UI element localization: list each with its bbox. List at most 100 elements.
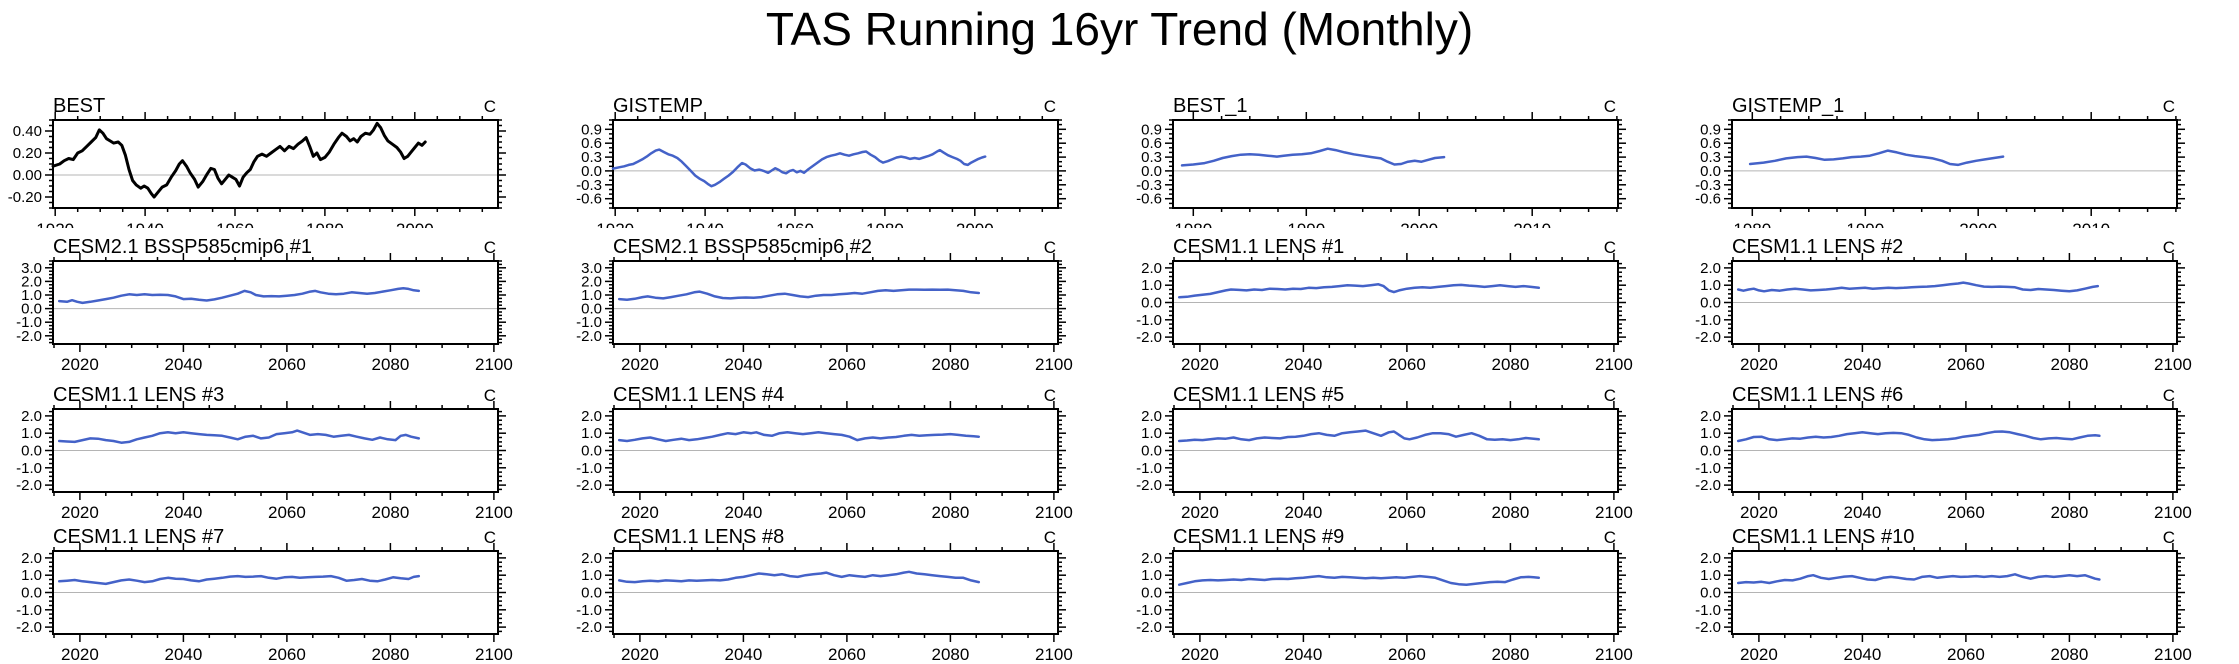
y-tick-label: -1.0 xyxy=(1136,460,1162,477)
y-tick-label: 2.0 xyxy=(1700,550,1721,567)
panel-title: CESM1.1 LENS #10 xyxy=(1732,526,1914,548)
y-tick-label: 1.0 xyxy=(21,425,42,442)
unit-label: C xyxy=(1603,238,1615,257)
y-tick-label: 2.0 xyxy=(1700,408,1721,425)
axis-frame xyxy=(1731,119,2179,209)
x-tick-label: 2020 xyxy=(1740,355,1778,374)
y-tick-label: 0.0 xyxy=(21,443,42,460)
x-tick-label: 2100 xyxy=(475,503,513,520)
panel-title: CESM2.1 BSSP585cmip6 #1 xyxy=(53,236,312,258)
data-line-cesm1-1-lens-4 xyxy=(617,431,980,443)
axis-frame xyxy=(52,119,499,209)
x-tick-label: 1980 xyxy=(1174,220,1212,228)
y-tick-label: -0.3 xyxy=(1136,177,1162,194)
y-tick-label: 0.9 xyxy=(1700,121,1721,138)
x-tick-label: 2020 xyxy=(621,355,659,374)
y-tick-label: 1.0 xyxy=(21,567,42,584)
x-tick-label: 2100 xyxy=(1035,355,1073,374)
unit-label: C xyxy=(484,528,496,547)
x-tick-label: 2080 xyxy=(2051,503,2089,520)
y-tick-label: -2.0 xyxy=(576,619,602,636)
chart-panel-cesm1-1-lens-3: CESM1.1 LENS #3 C 2020 2040 2060 2080 2100 2.01… xyxy=(16,384,513,520)
chart-panel-cesm1-1-lens-7: CESM1.1 LENS #7 C 2020 2040 2060 2080 2100 2.01… xyxy=(16,526,513,664)
y-tick-label: -1.0 xyxy=(16,602,42,619)
x-tick-label: 2080 xyxy=(2051,355,2089,374)
x-tick-label: 2040 xyxy=(724,355,762,374)
y-tick-label: 1.0 xyxy=(1141,277,1162,294)
y-tick-label: 0.3 xyxy=(1141,149,1162,166)
x-tick-label: 1980 xyxy=(866,220,904,228)
panel-title: BEST_1 xyxy=(1173,95,1247,117)
x-tick-label: 2020 xyxy=(61,355,99,374)
y-tick-label: 0.0 xyxy=(581,443,602,460)
y-tick-label: 0.0 xyxy=(581,585,602,602)
axis-frame xyxy=(1171,119,1619,209)
data-line-cesm1-1-lens-3 xyxy=(57,429,421,444)
panel-title: CESM1.1 LENS #9 xyxy=(1173,526,1344,548)
y-tick-label: 0.0 xyxy=(1141,585,1162,602)
x-tick-label: 2060 xyxy=(828,355,866,374)
x-tick-label: 1940 xyxy=(126,220,164,228)
x-tick-label: 2040 xyxy=(1844,645,1882,664)
x-tick-label: 1990 xyxy=(1287,220,1325,228)
x-tick-label: 1960 xyxy=(776,220,814,228)
x-tick-label: 1980 xyxy=(306,220,344,228)
y-tick-label: -1.0 xyxy=(576,602,602,619)
y-tick-label: 0.0 xyxy=(581,301,602,318)
page-title: TAS Running 16yr Trend (Monthly) xyxy=(765,3,1474,55)
y-tick-label: 2.0 xyxy=(21,550,42,567)
y-tick-label: -1.0 xyxy=(1136,602,1162,619)
unit-label: C xyxy=(1603,386,1615,405)
data-line-cesm1-1-lens-7 xyxy=(57,574,421,586)
y-tick-label: 1.0 xyxy=(1141,567,1162,584)
y-tick-label: -2.0 xyxy=(16,328,42,345)
x-tick-label: 1990 xyxy=(1847,220,1885,228)
y-tick-label: -2.0 xyxy=(576,477,602,494)
y-tick-label: -1.0 xyxy=(1695,460,1721,477)
y-tick-label: 0.0 xyxy=(21,301,42,318)
unit-label: C xyxy=(1043,386,1055,405)
y-tick-label: 1.0 xyxy=(21,287,42,304)
y-tick-label: 1.0 xyxy=(1700,425,1721,442)
x-tick-label: 2100 xyxy=(475,645,513,664)
x-tick-label: 2060 xyxy=(1947,355,1985,374)
y-tick-label: 2.0 xyxy=(581,273,602,290)
chart-panel-cesm1-1-lens-1: CESM1.1 LENS #1 C 2020 2040 2060 2080 2100 2.01… xyxy=(1136,236,1633,374)
x-tick-label: 2020 xyxy=(1180,355,1218,374)
chart-panel-best: BEST C 1920 1940 1960 1980 2000 0.40 0.20 0.00 -0.… xyxy=(8,95,506,228)
panel-title: CESM1.1 LENS #6 xyxy=(1732,384,1903,406)
x-tick-label: 1920 xyxy=(596,220,634,228)
y-tick-label: 0.0 xyxy=(21,585,42,602)
y-tick-label: 1.0 xyxy=(1700,277,1721,294)
x-tick-label: 2020 xyxy=(61,503,99,520)
y-tick-label: -0.3 xyxy=(1695,177,1721,194)
chart-grid: BEST C 1920 1940 1960 1980 2000 0.40 0.20 0.00 -0.… xyxy=(0,58,2239,664)
data-line-cesm1-1-lens-6 xyxy=(1737,430,2101,443)
y-tick-label: 2.0 xyxy=(21,408,42,425)
x-tick-label: 2060 xyxy=(1387,503,1425,520)
y-tick-label: -2.0 xyxy=(576,328,602,345)
unit-label: C xyxy=(484,97,496,116)
data-line-gistemp xyxy=(611,148,987,188)
x-tick-label: 2020 xyxy=(1740,645,1778,664)
x-tick-label: 2080 xyxy=(931,645,969,664)
y-tick-label: -2.0 xyxy=(16,477,42,494)
y-tick-label: 1.0 xyxy=(581,425,602,442)
chart-panel-cesm1-1-lens-9: CESM1.1 LENS #9 C 2020 2040 2060 2080 2100 2.01… xyxy=(1136,526,1633,664)
y-tick-label: 0.00 xyxy=(13,167,42,184)
x-tick-label: 2000 xyxy=(1960,220,1998,228)
y-tick-label: 0.0 xyxy=(1700,163,1721,180)
axis-frame xyxy=(52,260,499,345)
x-tick-label: 2040 xyxy=(1284,355,1322,374)
x-tick-label: 2040 xyxy=(1284,645,1322,664)
x-tick-label: 2080 xyxy=(371,355,409,374)
y-tick-label: 2.0 xyxy=(1700,260,1721,277)
y-tick-label: 0.6 xyxy=(1141,135,1162,152)
x-tick-label: 2080 xyxy=(2051,645,2089,664)
y-tick-label: -2.0 xyxy=(1136,619,1162,636)
data-line-cesm1-1-lens-10 xyxy=(1737,573,2101,585)
x-tick-label: 1980 xyxy=(1734,220,1772,228)
chart-panel-cesm1-1-lens-8: CESM1.1 LENS #8 C 2020 2040 2060 2080 2100 2.01… xyxy=(576,526,1073,664)
chart-panel-cesm1-1-lens-10: CESM1.1 LENS #10 C 2020 2040 2060 2080 2100 2.0… xyxy=(1695,526,2192,664)
y-tick-label: 0.0 xyxy=(1141,163,1162,180)
